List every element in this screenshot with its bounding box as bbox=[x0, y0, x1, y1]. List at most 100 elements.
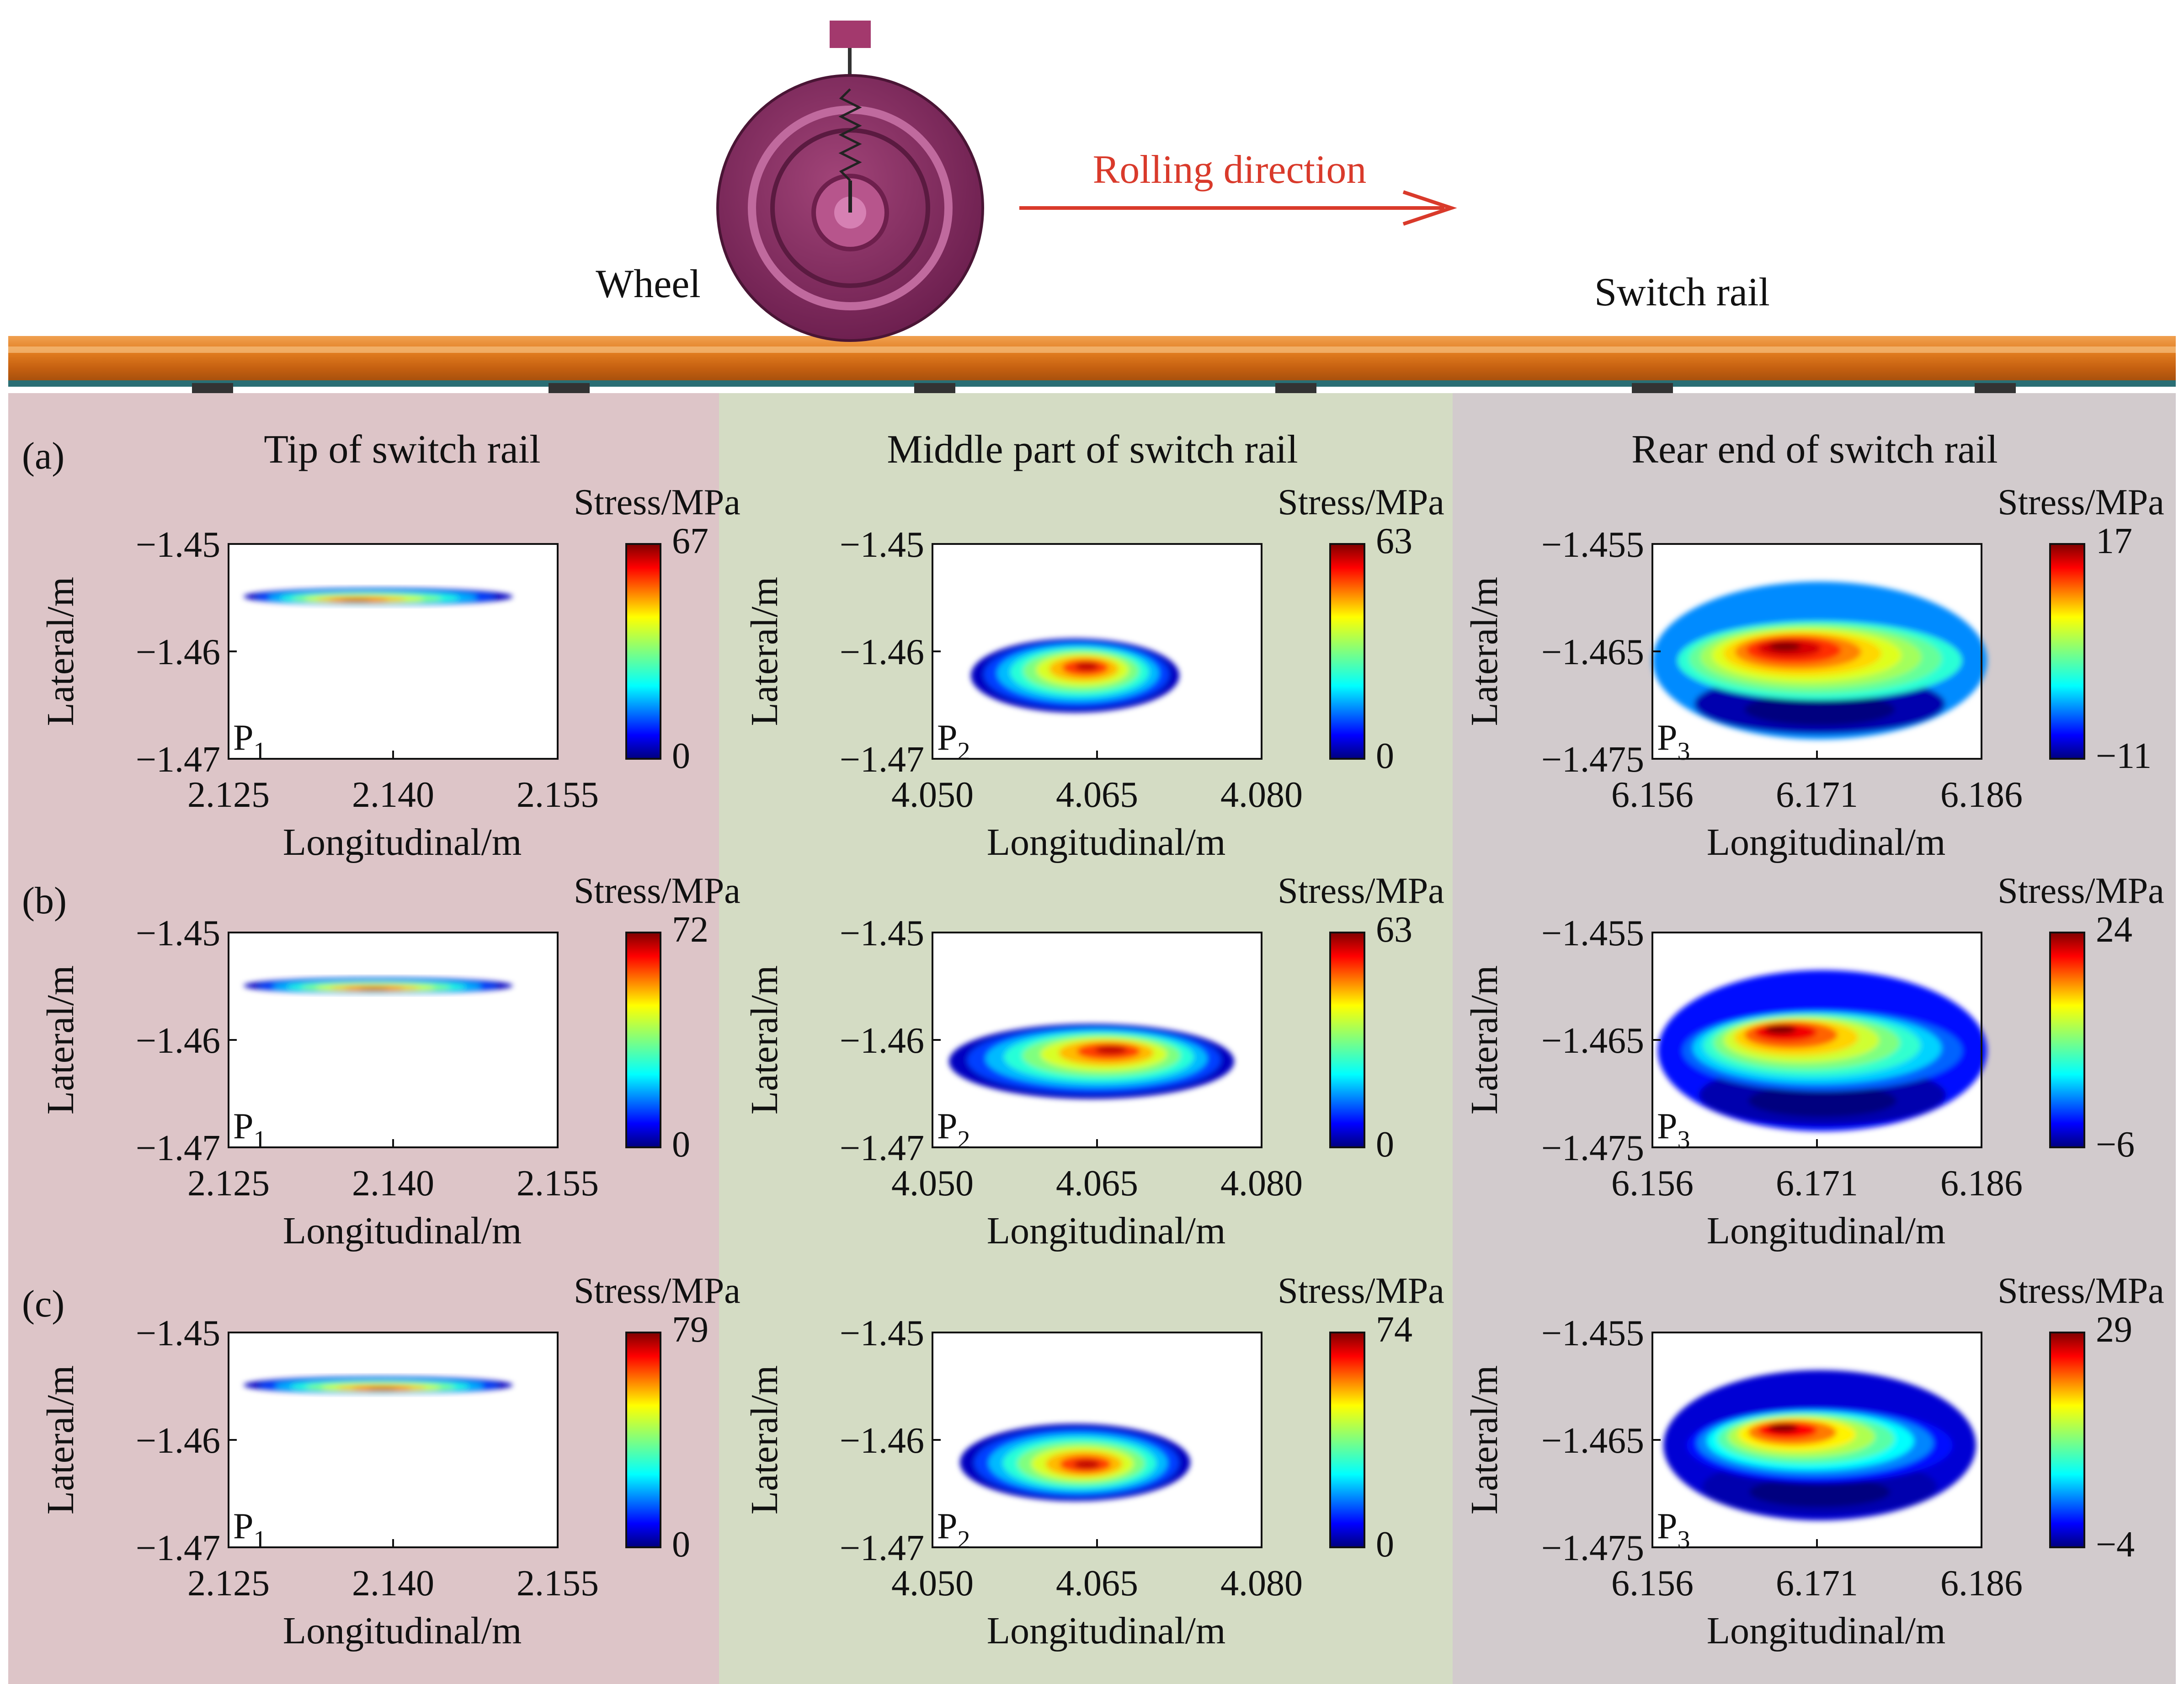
colorbar bbox=[1329, 543, 1365, 760]
x-tick-label: 2.125 bbox=[187, 1163, 270, 1204]
colorbar-max-label: 63 bbox=[1376, 910, 1412, 950]
x-axis-label: Longitudinal/m bbox=[283, 1609, 522, 1652]
switch-rail-body bbox=[8, 336, 2176, 386]
colorbar-max-label: 24 bbox=[2096, 910, 2132, 950]
contact-patch bbox=[243, 588, 513, 605]
row-label-a: (a) bbox=[22, 435, 64, 477]
plot-area bbox=[229, 544, 558, 759]
fastener bbox=[192, 383, 233, 393]
point-letter: P bbox=[937, 1506, 958, 1546]
y-axis-label: Lateral/m bbox=[743, 577, 786, 726]
y-tick-label: −1.465 bbox=[1541, 1421, 1644, 1461]
y-tick-label: −1.475 bbox=[1541, 1128, 1644, 1168]
colorbar bbox=[2049, 543, 2085, 760]
colorbar-min-label: 0 bbox=[1376, 736, 1394, 776]
x-tick-label: 6.171 bbox=[1776, 775, 1858, 815]
point-letter: P bbox=[1657, 1506, 1678, 1546]
switch-rail-base bbox=[8, 380, 2176, 387]
patch-compressive-core bbox=[1749, 1476, 1890, 1507]
y-tick-label: −1.45 bbox=[136, 913, 220, 954]
contact-patch bbox=[1658, 970, 1987, 1131]
colorbar-title: Stress/MPa bbox=[1998, 871, 2164, 911]
point-subscript: 2 bbox=[958, 1526, 970, 1554]
point-subscript: 1 bbox=[254, 737, 266, 766]
stress-plot-a-middle: −1.45 −1.46 −1.474.050 4.065 4.080 Longitudin… bbox=[743, 482, 1444, 863]
axle-mass bbox=[830, 21, 871, 48]
point-label: P1 bbox=[233, 1106, 266, 1154]
x-tick-label: 6.186 bbox=[1940, 775, 2023, 815]
colorbar-min-label: 0 bbox=[1376, 1124, 1394, 1165]
stress-plot-a-tip: −1.45 −1.46 −1.472.125 2.140 2.155 Longitudin… bbox=[39, 482, 740, 863]
rolling-direction-label: Rolling direction bbox=[1093, 148, 1367, 192]
x-axis-label: Longitudinal/m bbox=[987, 1210, 1226, 1252]
y-axis-label: Lateral/m bbox=[39, 1365, 82, 1514]
point-letter: P bbox=[937, 718, 958, 758]
x-tick-label: 4.065 bbox=[1056, 1563, 1138, 1604]
x-axis-label: Longitudinal/m bbox=[1707, 821, 1946, 863]
colorbar-title: Stress/MPa bbox=[1998, 1271, 2164, 1311]
switch-rail-highlight bbox=[8, 346, 2176, 353]
x-tick-label: 6.156 bbox=[1611, 775, 1694, 815]
wheel-label: Wheel bbox=[596, 262, 701, 306]
point-label: P3 bbox=[1657, 1506, 1690, 1554]
y-axis-label: Lateral/m bbox=[1463, 577, 1506, 726]
colorbar-max-label: 72 bbox=[672, 910, 708, 950]
colorbar-title: Stress/MPa bbox=[1278, 1271, 1444, 1311]
colorbar-title: Stress/MPa bbox=[574, 871, 740, 911]
fastener bbox=[1275, 383, 1316, 393]
point-label: P3 bbox=[1657, 718, 1690, 766]
axle-rod bbox=[848, 48, 852, 89]
column-title-tip: Tip of switch rail bbox=[264, 427, 540, 472]
point-subscript: 3 bbox=[1678, 1126, 1690, 1154]
colorbar-min-label: −11 bbox=[2096, 736, 2152, 776]
point-letter: P bbox=[1657, 718, 1678, 758]
y-tick-label: −1.46 bbox=[840, 1021, 924, 1061]
row-label-c: (c) bbox=[22, 1283, 64, 1325]
contact-patch bbox=[949, 1023, 1234, 1099]
colorbar-min-label: 0 bbox=[672, 1124, 690, 1165]
x-tick-label: 2.140 bbox=[352, 1163, 434, 1204]
column-title-rear: Rear end of switch rail bbox=[1631, 427, 1998, 472]
colorbar-title: Stress/MPa bbox=[574, 482, 740, 522]
y-tick-label: −1.45 bbox=[840, 525, 924, 565]
x-axis-label: Longitudinal/m bbox=[987, 1609, 1226, 1652]
colorbar-min-label: 0 bbox=[672, 1524, 690, 1565]
x-tick-label: 4.065 bbox=[1056, 1163, 1138, 1204]
point-letter: P bbox=[1657, 1106, 1678, 1146]
x-tick-label: 2.125 bbox=[187, 775, 270, 815]
y-tick-label: −1.475 bbox=[1541, 1528, 1644, 1568]
point-label: P1 bbox=[233, 718, 266, 766]
contact-patch bbox=[1652, 581, 1987, 740]
colorbar-title: Stress/MPa bbox=[574, 1271, 740, 1311]
x-tick-label: 6.156 bbox=[1611, 1163, 1694, 1204]
wheel-rim bbox=[748, 106, 953, 310]
colorbar bbox=[1329, 932, 1365, 1148]
plot-area bbox=[229, 933, 558, 1147]
fastener bbox=[549, 383, 590, 393]
y-tick-label: −1.46 bbox=[840, 1421, 924, 1461]
colorbar-max-label: 29 bbox=[2096, 1310, 2132, 1350]
colorbar-title: Stress/MPa bbox=[1278, 871, 1444, 911]
x-axis-label: Longitudinal/m bbox=[1707, 1609, 1946, 1652]
colorbar bbox=[625, 543, 661, 760]
point-subscript: 1 bbox=[254, 1526, 266, 1554]
y-tick-label: −1.455 bbox=[1541, 525, 1644, 565]
colorbar-max-label: 17 bbox=[2096, 521, 2132, 561]
x-tick-label: 2.155 bbox=[517, 775, 599, 815]
y-axis-label: Lateral/m bbox=[39, 965, 82, 1114]
y-tick-label: −1.465 bbox=[1541, 1021, 1644, 1061]
y-tick-label: −1.45 bbox=[136, 525, 220, 565]
colorbar bbox=[2049, 1332, 2085, 1548]
y-tick-label: −1.47 bbox=[136, 740, 220, 780]
patch-contour bbox=[341, 599, 371, 602]
y-tick-label: −1.46 bbox=[136, 632, 220, 672]
colorbar-min-label: 0 bbox=[672, 736, 690, 776]
patch-contour bbox=[1074, 1460, 1100, 1469]
x-tick-label: 6.186 bbox=[1940, 1563, 2023, 1604]
y-axis-label: Lateral/m bbox=[1463, 965, 1506, 1114]
x-tick-label: 4.065 bbox=[1056, 775, 1138, 815]
point-letter: P bbox=[233, 1106, 254, 1146]
colorbar-max-label: 79 bbox=[672, 1310, 708, 1350]
